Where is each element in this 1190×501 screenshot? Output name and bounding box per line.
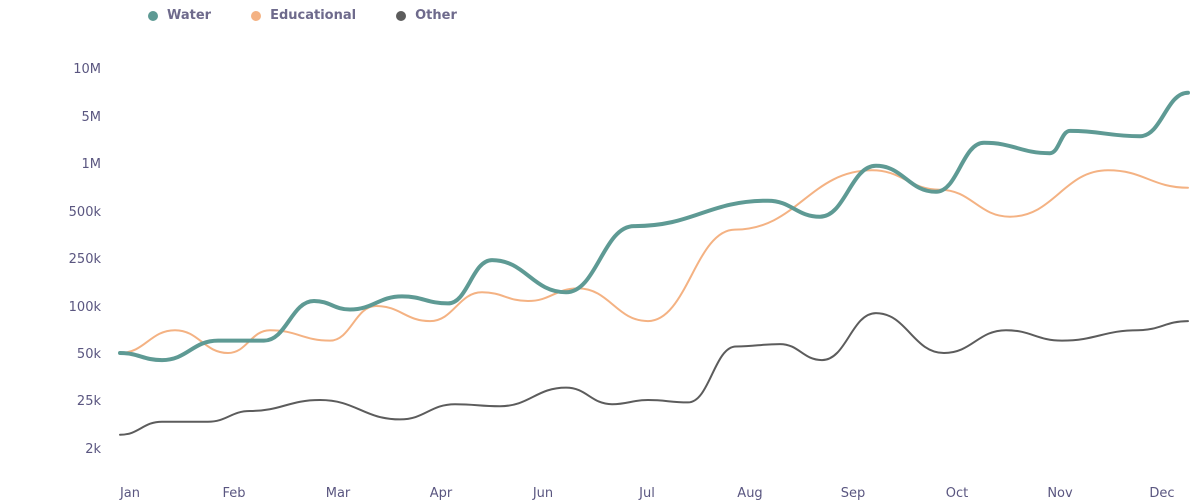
y-tick-label: 500k: [69, 205, 102, 220]
x-tick-label: Jul: [638, 486, 655, 501]
y-tick-label: 2k: [85, 442, 101, 457]
x-axis-ticks: Jan Feb Mar Apr Jun Jul Aug Sep Oct Nov Dec: [119, 486, 1175, 501]
y-tick-label: 10M: [73, 62, 101, 77]
y-tick-label: 250k: [69, 252, 102, 267]
series-line-other: [119, 312, 1189, 436]
legend-dot: [148, 10, 158, 21]
legend-label: Other: [415, 8, 457, 23]
series-line-educational: [119, 169, 1189, 354]
legend-item-water[interactable]: Water: [148, 8, 211, 23]
y-axis-ticks: 2k 25k 50k 100k 250k 500k 1M 5M 10M: [69, 62, 102, 457]
y-tick-label: 1M: [82, 157, 102, 172]
x-tick-label: Apr: [430, 486, 453, 501]
series-line-water: [118, 90, 1190, 363]
legend-dot: [396, 10, 407, 21]
y-tick-label: 50k: [77, 347, 102, 362]
chart-legend: Water Educational Other: [148, 8, 497, 23]
x-tick-label: Sep: [841, 486, 866, 501]
legend-item-educational[interactable]: Educational: [251, 8, 356, 23]
x-tick-label: Jan: [119, 486, 140, 501]
series-lines: [118, 90, 1190, 436]
y-tick-label: 100k: [69, 300, 102, 315]
y-tick-label: 25k: [77, 394, 102, 409]
x-tick-label: Feb: [222, 486, 245, 501]
legend-label: Water: [167, 8, 212, 23]
x-tick-label: Nov: [1047, 486, 1073, 501]
x-tick-label: Dec: [1149, 486, 1174, 501]
legend-item-other[interactable]: Other: [396, 8, 457, 23]
x-tick-label: Oct: [946, 486, 968, 501]
y-tick-label: 5M: [82, 110, 102, 125]
x-tick-label: Aug: [737, 486, 762, 501]
legend-label: Educational: [270, 8, 357, 23]
x-tick-label: Jun: [532, 486, 553, 501]
legend-dot: [251, 10, 262, 21]
x-tick-label: Mar: [326, 486, 351, 501]
